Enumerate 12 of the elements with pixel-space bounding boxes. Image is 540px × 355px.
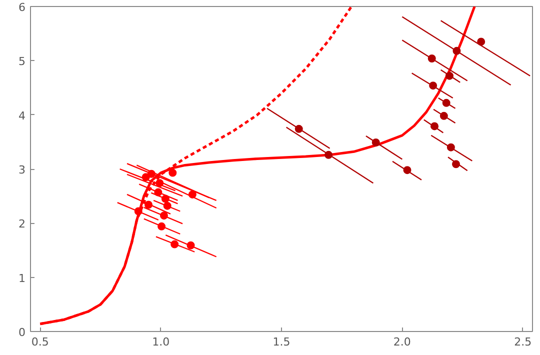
x-tick-label: 2.5 — [514, 336, 532, 348]
x-tick-label: 1.0 — [152, 336, 170, 348]
y-tick-label: 2 — [18, 218, 26, 231]
y-tick-label: 0 — [18, 326, 26, 339]
x-tick-label: 2.0 — [393, 336, 411, 348]
x-tick-label: 1.5 — [272, 336, 290, 348]
y-tick-label: 6 — [18, 1, 26, 14]
x-tick-label: 0.5 — [31, 336, 49, 348]
y-tick-label: 5 — [18, 55, 26, 68]
y-tick-label: 3 — [18, 164, 26, 176]
y-tick-label: 4 — [18, 109, 26, 122]
y-tick-label: 1 — [18, 272, 26, 285]
